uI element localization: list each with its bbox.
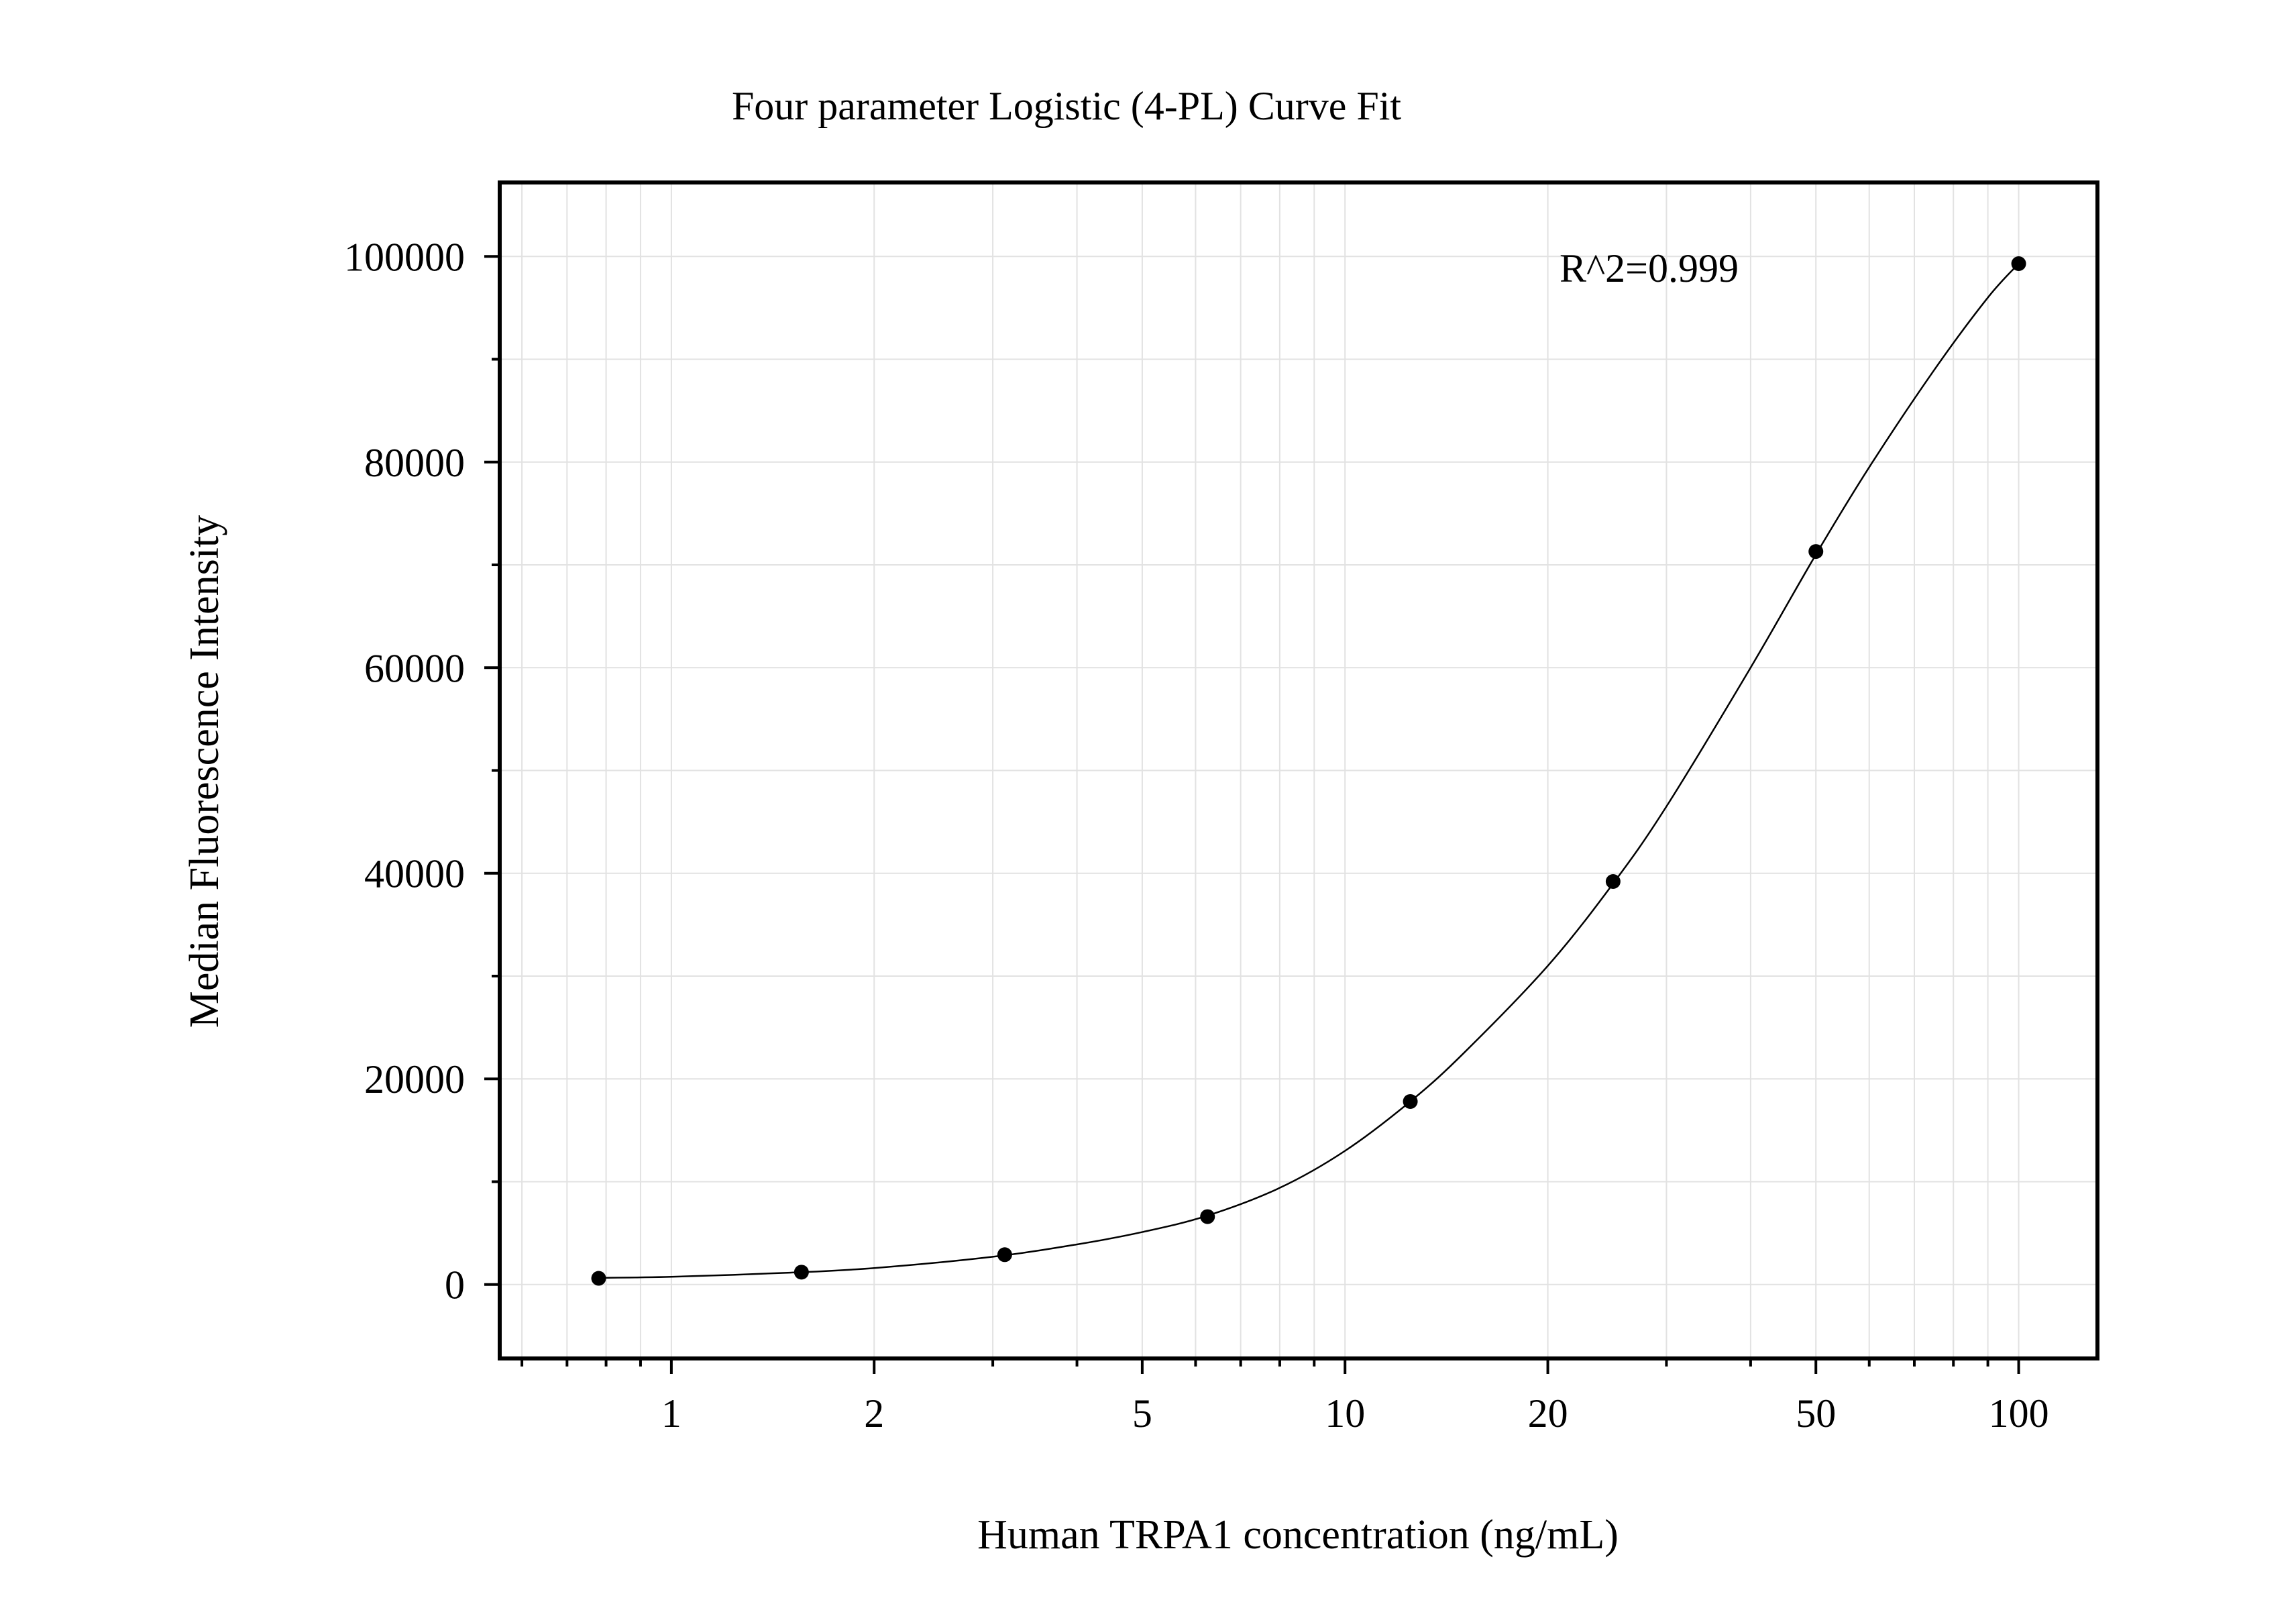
y-tick-label: 60000 [364,646,465,690]
data-point [2011,256,2026,271]
data-point [997,1247,1012,1263]
x-tick-label: 50 [1796,1391,1836,1436]
data-point [1200,1209,1215,1224]
y-tick-label: 100000 [344,235,465,279]
data-point [1605,874,1621,890]
r-squared-annotation: R^2=0.999 [1560,246,1739,290]
tick-labels: 1 2 5 10 20 50 100 0 20000 40000 60000 80000 100000 [344,235,2049,1436]
x-tick-label: 20 [1528,1391,1568,1436]
x-tick-label: 1 [661,1391,681,1436]
x-axis-label: Human TRPA1 concentration (ng/mL) [977,1512,1619,1558]
y-axis-label: Median Fluorescence Intensity [182,515,227,1028]
series [591,256,2026,1286]
axis-ticks [484,255,2020,1374]
y-tick-label: 40000 [364,852,465,896]
chart-title: Four parameter Logistic (4-PL) Curve Fit [732,84,1401,128]
data-point [591,1271,606,1286]
x-tick-label: 10 [1325,1391,1365,1436]
x-tick-label: 5 [1132,1391,1152,1436]
data-point [1808,544,1824,559]
grid [502,184,2095,1356]
y-tick-label: 80000 [364,441,465,485]
y-tick-label: 20000 [364,1057,465,1102]
y-tick-label: 0 [445,1263,465,1307]
fit-curve-line [598,263,2020,1279]
data-point [794,1265,809,1280]
data-point [1403,1093,1418,1109]
x-tick-label: 100 [1989,1391,2049,1436]
x-tick-label: 2 [864,1391,884,1436]
plot-frame [498,180,2099,1360]
